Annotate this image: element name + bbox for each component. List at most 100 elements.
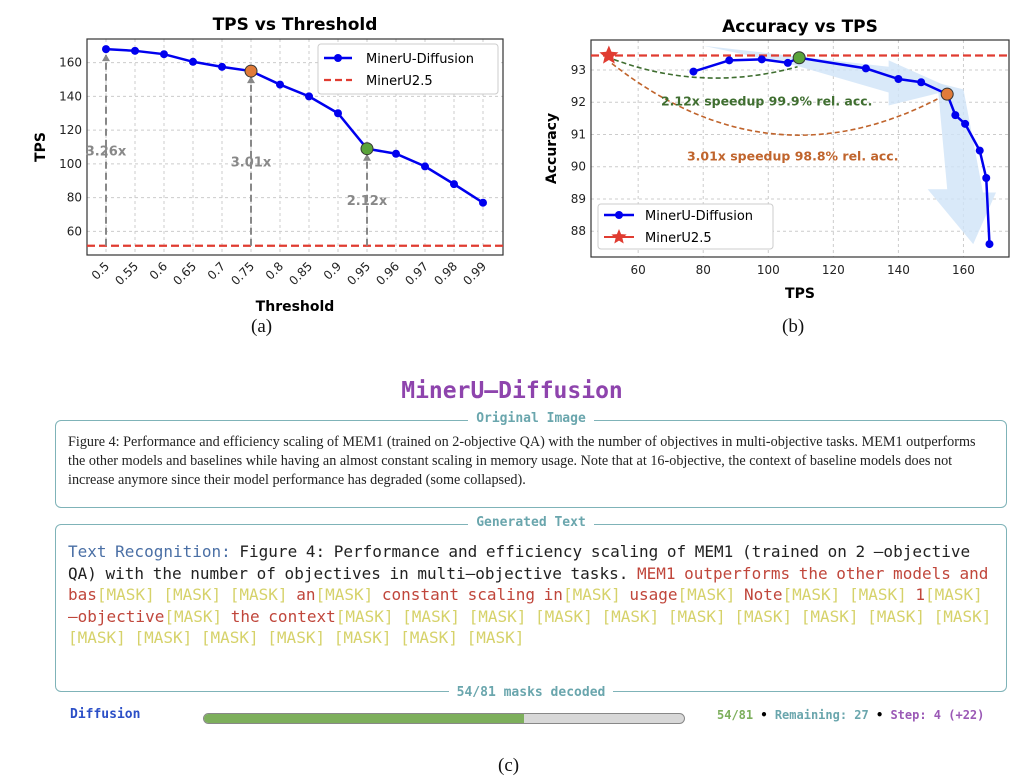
y-tick-label: 92 [571, 95, 586, 109]
x-tick-label: 0.55 [112, 259, 141, 288]
masks-decoded: 54/81 masks decoded [448, 685, 614, 700]
x-tick-label: 0.97 [402, 259, 431, 288]
generated-text: Text Recognition: Figure 4: Performance … [68, 541, 994, 649]
data-point [961, 119, 970, 128]
plot-frame [86, 38, 504, 256]
progress-row: Diffusion 54/81 • Remaining: 27 • Step: … [70, 707, 1020, 724]
data-point [392, 149, 400, 158]
x-axis-label: TPS [785, 286, 815, 302]
data-point [940, 87, 954, 101]
mode-label: Diffusion [70, 707, 141, 722]
data-point [894, 75, 903, 84]
annotation-arrow [613, 58, 798, 79]
mask-token: [MASK] [MASK] [MASK] [MASK] [MASK] [MASK… [68, 606, 992, 648]
caption-a: (a) [251, 316, 273, 337]
y-tick-label: 140 [59, 89, 82, 103]
legend-label: MinerU-Diffusion [645, 209, 753, 224]
legend-box [317, 43, 499, 95]
data-point [244, 64, 258, 78]
y-axis-label: TPS [33, 132, 49, 162]
decoded-segment: 1 [915, 585, 926, 604]
legend-label: MinerU-Diffusion [366, 52, 474, 67]
x-tick-label: 140 [887, 263, 910, 277]
star-marker [599, 45, 619, 64]
y-tick-label: 90 [571, 160, 586, 174]
mask-token: [MASK] [164, 606, 231, 626]
y-tick-label: 89 [571, 192, 586, 206]
data-point [917, 78, 926, 87]
chart-title: TPS vs Threshold [213, 15, 378, 35]
decoded-segment: constant scaling in [381, 585, 563, 604]
legend-marker [615, 211, 623, 219]
data-point [102, 45, 110, 54]
chart-title: Accuracy vs TPS [722, 17, 878, 37]
prefix-label: Text Recognition: [68, 542, 231, 561]
trend-arrow [927, 82, 996, 245]
x-tick-label: 160 [952, 263, 975, 277]
annotation-label: 2.12x speedup 99.9% rel. acc. [661, 93, 873, 108]
x-tick-label: 0.8 [263, 259, 286, 282]
y-tick-label: 91 [571, 127, 586, 141]
y-tick-label: 160 [59, 56, 82, 70]
annotation-arrow [611, 62, 938, 136]
data-point [951, 111, 960, 120]
x-tick-label: 100 [757, 263, 780, 277]
legend-star [611, 229, 627, 244]
legend-box [597, 203, 774, 250]
data-point [783, 58, 792, 67]
data-point [131, 46, 139, 55]
mask-token: [MASK] [677, 585, 744, 604]
series-line [105, 47, 484, 204]
mask-token: [MASK] [925, 585, 983, 604]
decoded-segment: –objective [68, 606, 165, 626]
x-tick-label: 0.7 [205, 259, 228, 282]
y-tick-label: 100 [59, 157, 82, 171]
arrow-head [363, 153, 371, 161]
caption-b: (b) [782, 316, 805, 337]
arrow-head [102, 54, 110, 62]
original-image-box: Original Image Figure 4: Performance and… [55, 411, 1007, 508]
x-tick-label: 0.96 [373, 259, 402, 288]
speedup-label: 3.26x [86, 144, 127, 159]
mask-token: [MASK] [562, 585, 630, 604]
data-point [189, 57, 197, 66]
data-point [982, 174, 991, 183]
generated-label: Generated Text [468, 515, 594, 530]
data-point [334, 109, 342, 118]
annotation-label: 3.01x speedup 98.8% rel. acc. [687, 148, 899, 163]
x-tick-label: 0.99 [460, 259, 489, 288]
progress-fill [204, 714, 525, 723]
caption-c: (c) [498, 755, 520, 776]
generated-text-box: Generated Text Text Recognition: Figure … [55, 515, 1007, 700]
arrow-head [247, 76, 255, 84]
legend-marker [334, 54, 342, 62]
trend-arrow [703, 45, 954, 106]
data-point [421, 162, 429, 171]
sep: • [760, 708, 768, 722]
data-point [975, 146, 984, 155]
x-tick-label: 0.98 [431, 259, 460, 288]
x-tick-label: 0.5 [89, 259, 112, 282]
y-tick-label: 93 [571, 63, 586, 77]
count: 54/81 [717, 708, 754, 722]
y-tick-label: 60 [67, 224, 82, 238]
x-tick-label: 0.85 [286, 259, 315, 288]
data-point [861, 64, 870, 73]
remaining: Remaining: 27 [774, 708, 869, 722]
data-point [276, 80, 284, 89]
charts: TPS vs Threshold 60 80 100 120 140 160 0.5 0.55 0… [33, 15, 1010, 315]
decoded-segment: Note [743, 585, 783, 604]
x-axis-label: Threshold [256, 299, 335, 315]
data-point [160, 50, 168, 59]
data-point [360, 142, 374, 156]
y-tick-label: 88 [571, 224, 586, 238]
decoded-segment: an [296, 585, 316, 604]
data-point [479, 198, 487, 207]
x-tick-label: 0.6 [147, 259, 170, 282]
data-point [725, 56, 734, 65]
original-label: Original Image [468, 411, 594, 426]
y-axis-label: Accuracy [544, 113, 560, 184]
speedup-label: 3.01x [231, 155, 272, 170]
x-tick-label: 80 [696, 263, 711, 277]
decoded-text: Figure 4: Performance and efficiency sca… [68, 542, 971, 583]
